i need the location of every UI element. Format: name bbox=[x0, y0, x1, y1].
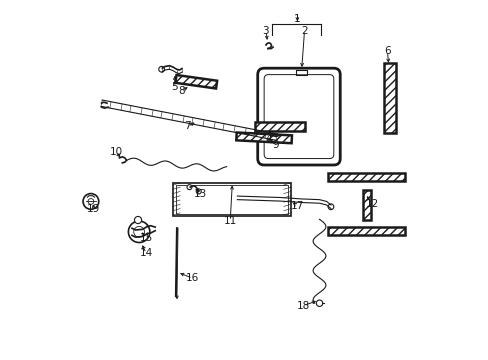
Bar bbox=[327, 173, 404, 181]
Bar bbox=[255, 122, 305, 131]
Text: 11: 11 bbox=[223, 216, 236, 226]
Circle shape bbox=[128, 221, 149, 243]
Circle shape bbox=[316, 300, 322, 306]
Bar bbox=[176, 185, 287, 213]
Bar bbox=[296, 70, 306, 75]
Circle shape bbox=[134, 216, 142, 224]
Text: 19: 19 bbox=[87, 204, 100, 214]
Text: 4: 4 bbox=[265, 134, 271, 144]
Circle shape bbox=[88, 199, 94, 204]
Bar bbox=[383, 63, 395, 133]
Text: 7: 7 bbox=[183, 121, 190, 131]
Text: 8: 8 bbox=[178, 86, 185, 96]
Text: 17: 17 bbox=[290, 201, 304, 211]
Bar bbox=[362, 190, 370, 220]
Circle shape bbox=[186, 185, 192, 190]
Circle shape bbox=[196, 189, 201, 194]
Circle shape bbox=[159, 66, 164, 72]
Circle shape bbox=[83, 194, 99, 209]
Text: 15: 15 bbox=[140, 233, 153, 243]
Text: 5: 5 bbox=[171, 82, 178, 92]
Circle shape bbox=[134, 226, 144, 237]
Bar bbox=[175, 75, 217, 89]
Text: 16: 16 bbox=[186, 273, 199, 283]
FancyBboxPatch shape bbox=[257, 68, 340, 165]
Text: 2: 2 bbox=[301, 26, 307, 36]
Text: 3: 3 bbox=[262, 26, 269, 36]
Text: 12: 12 bbox=[365, 199, 378, 209]
Text: 10: 10 bbox=[109, 147, 122, 157]
Bar bbox=[327, 227, 404, 235]
Circle shape bbox=[327, 204, 333, 210]
Bar bbox=[173, 183, 290, 216]
Text: 1: 1 bbox=[293, 14, 300, 23]
Text: 6: 6 bbox=[383, 46, 390, 56]
Text: 14: 14 bbox=[140, 248, 153, 258]
Bar bbox=[236, 132, 291, 143]
Text: 13: 13 bbox=[194, 189, 207, 199]
Text: 18: 18 bbox=[296, 301, 309, 311]
Text: 9: 9 bbox=[272, 140, 279, 150]
